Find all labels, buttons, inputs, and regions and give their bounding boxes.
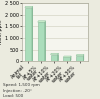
- Y-axis label: NOx, ppm: NOx, ppm: [0, 20, 3, 44]
- Polygon shape: [50, 53, 58, 55]
- Polygon shape: [76, 54, 84, 56]
- Bar: [38, 22, 45, 61]
- Polygon shape: [63, 56, 71, 57]
- Polygon shape: [38, 21, 46, 22]
- Bar: [25, 8, 32, 61]
- Bar: [63, 57, 70, 61]
- Bar: [50, 55, 58, 61]
- Polygon shape: [32, 6, 33, 61]
- Polygon shape: [70, 56, 71, 61]
- Polygon shape: [83, 54, 84, 61]
- Polygon shape: [45, 21, 46, 61]
- Text: Speed: 1,500 rpm
Injection: -20°
Load: 500: Speed: 1,500 rpm Injection: -20° Load: 5…: [3, 83, 40, 98]
- Bar: [76, 56, 83, 61]
- Polygon shape: [25, 6, 33, 8]
